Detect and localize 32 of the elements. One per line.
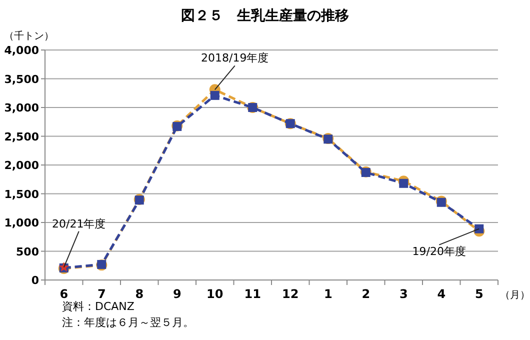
x-tick-label: 2 [362,287,370,301]
annotation: 2018/19年度 [201,52,269,65]
y-tick-label: 1,500 [4,188,40,201]
y-tick-label: 2,500 [4,130,40,144]
point [474,224,484,234]
x-tick-label: 4 [437,287,446,301]
x-axis-title: （月） [500,290,530,301]
x-tick-label: 5 [474,287,484,301]
chart-title: 図２５ 生乳生産量の推移 [181,7,349,24]
text: 資料：DCANZ [62,300,135,313]
x-tick-label: 11 [244,287,261,301]
y-tick-label: 500 [16,245,40,258]
y-tick-label: 0 [31,274,40,287]
x-tick-label: 6 [60,287,68,301]
y-axis-title: （千トン） [4,30,54,42]
point [210,90,220,100]
y-tick-label: 3,500 [4,72,40,86]
x-tick-label: 7 [97,287,106,301]
x-tick-label: 10 [206,287,224,301]
y-tick-label: 1,000 [4,216,40,230]
x-tick-label: 12 [282,287,299,301]
x-tick-label: 9 [172,287,182,301]
text: 注：年度は６月～翌５月。 [62,316,194,329]
annotation: 20/21年度 [52,217,106,230]
y-tick-label: 4,000 [4,44,40,57]
x-tick-label: 1 [324,287,332,301]
y-tick-label: 3,000 [4,102,40,114]
annotation: 19/20年度 [412,244,466,258]
y-tick-label: 2,000 [4,159,40,172]
x-tick-label: 8 [135,287,144,301]
point [399,178,408,188]
x-tick-label: 3 [399,287,408,301]
